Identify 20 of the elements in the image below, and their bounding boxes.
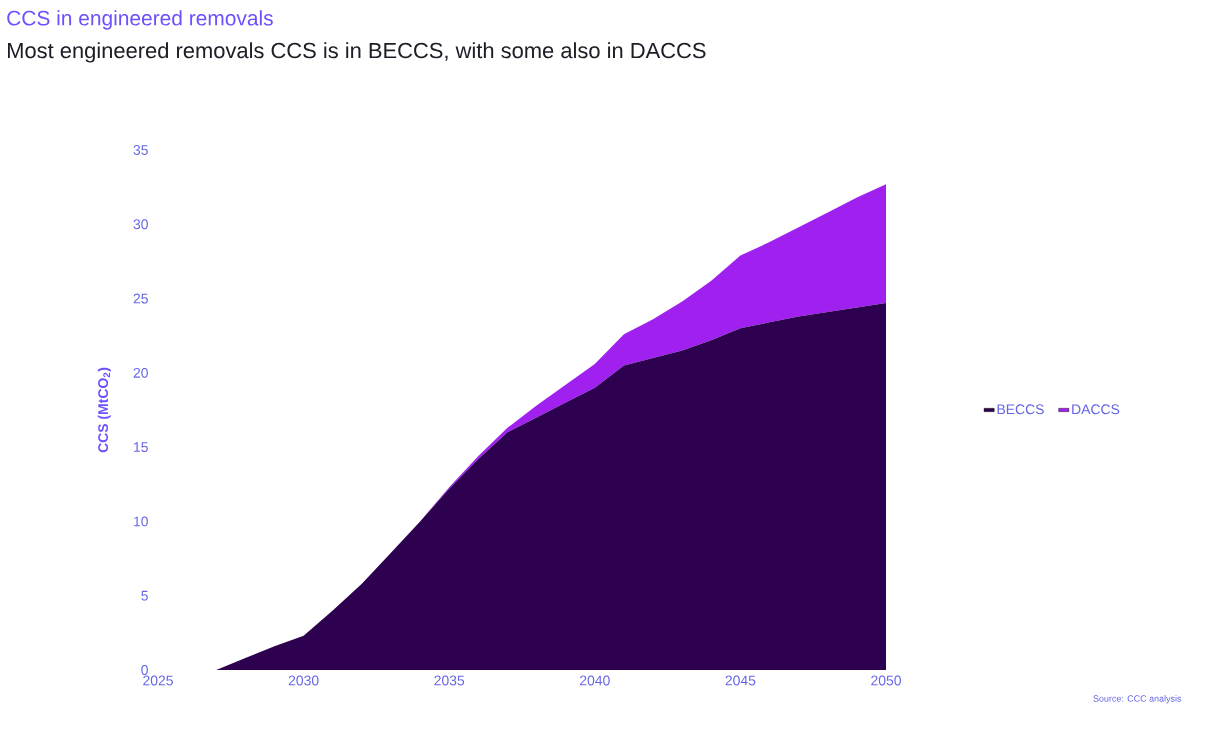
legend-label: BECCS: [997, 404, 1044, 415]
y-tick-label: 0: [141, 665, 148, 675]
x-tick-label: 2040: [579, 675, 610, 686]
x-tick-label: 2035: [434, 675, 465, 686]
y-axis-title: CCS (MtCO$_{2}$): [97, 367, 111, 453]
y-tick-label: 10: [134, 516, 148, 527]
chart-subtitle: Most engineered removals CCS is in BECCS, with some also in DACCS: [8, 42, 706, 63]
legend-label: DACCS: [1072, 404, 1120, 415]
y-tick-label: 25: [133, 293, 148, 304]
y-tick-label: 5: [141, 590, 148, 601]
source-note: Source: CCC analysis: [1093, 695, 1182, 704]
x-tick-label: 2050: [871, 675, 901, 686]
y-tick-label: 15: [134, 442, 148, 453]
chart-title: CCS in engineered removals: [7, 10, 273, 30]
y-tick-label: 30: [133, 219, 148, 230]
x-tick-label: 2030: [288, 675, 319, 686]
x-tick-label: 2045: [725, 675, 756, 686]
x-tick-label: 2025: [143, 675, 173, 686]
y-tick-label: 35: [133, 145, 148, 155]
y-tick-label: 20: [133, 367, 148, 378]
